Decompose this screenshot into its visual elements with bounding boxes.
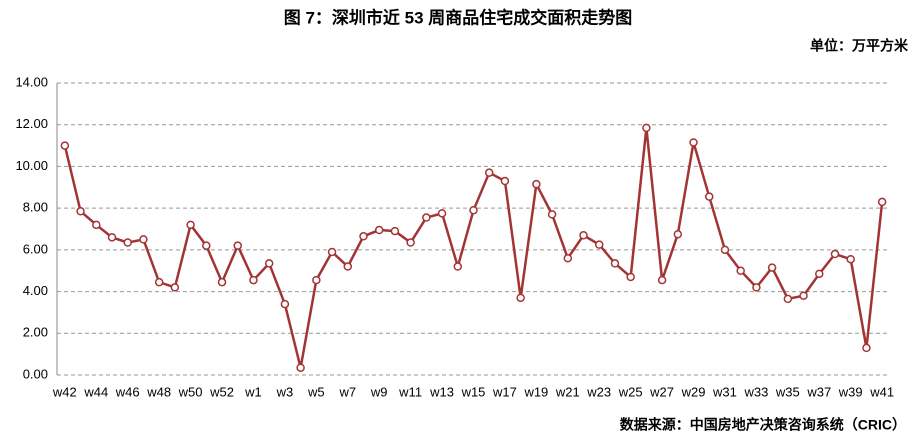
data-point: [720, 245, 730, 255]
data-point: [642, 123, 651, 133]
data-point: [705, 192, 714, 201]
chart-title: 图 7：深圳市近 53 周商品住宅成交面积走势图: [284, 7, 633, 27]
x-tick-label: w13: [429, 384, 454, 399]
data-point: [264, 259, 274, 268]
data-point: [186, 220, 195, 230]
data-point: [830, 249, 840, 259]
x-tick-label: w21: [555, 384, 580, 399]
data-point: [327, 247, 337, 257]
x-tick-label: w11: [398, 384, 422, 399]
data-point: [202, 241, 211, 250]
data-point: [92, 220, 101, 230]
x-tick-label: w35: [775, 384, 800, 399]
y-tick-label: 4.00: [23, 283, 48, 298]
y-tick-label: 0.00: [23, 366, 48, 381]
data-point: [469, 205, 478, 215]
data-point: [453, 262, 463, 271]
data-point: [862, 343, 871, 353]
x-tick-label: w25: [618, 384, 643, 399]
x-tick-label: w44: [83, 384, 108, 399]
x-tick-label: w9: [370, 384, 388, 399]
x-tick-label: w52: [209, 384, 234, 399]
y-tick-label: 14.00: [15, 74, 48, 89]
data-point: [249, 275, 258, 285]
data-point: [736, 266, 745, 275]
data-point: [752, 283, 761, 292]
data-point: [296, 363, 305, 372]
x-tick-label: w23: [586, 384, 611, 399]
x-tick-label: w31: [712, 384, 737, 399]
x-tick-label: w33: [743, 384, 768, 399]
y-tick-label: 8.00: [23, 200, 48, 215]
x-tick-label: w1: [244, 384, 262, 399]
data-point: [343, 262, 353, 271]
data-line: [63, 127, 884, 368]
x-tick-label: w48: [146, 384, 171, 399]
data-point: [233, 241, 242, 250]
x-tick-label: w19: [523, 384, 548, 399]
data-point: [437, 209, 447, 218]
y-tick-label: 12.00: [15, 116, 48, 131]
data-point: [60, 141, 70, 150]
x-tick-label: w5: [307, 384, 325, 399]
x-tick-label: w39: [838, 384, 863, 399]
data-point: [689, 138, 698, 147]
x-tick-label: w46: [115, 384, 140, 399]
data-point: [563, 253, 573, 263]
unit-label: 单位：万平方米: [810, 38, 909, 54]
data-point: [846, 254, 855, 264]
data-point: [500, 176, 510, 186]
data-point: [594, 240, 604, 249]
data-point: [579, 231, 588, 240]
x-tick-label: w41: [869, 384, 894, 399]
data-point: [123, 238, 132, 247]
data-point: [532, 179, 541, 189]
data-point: [312, 275, 321, 285]
data-point: [610, 259, 620, 268]
data-point: [767, 263, 777, 272]
x-tick-label: w50: [178, 384, 203, 399]
data-point: [170, 283, 180, 292]
x-tick-label: w27: [649, 384, 674, 399]
x-tick-label: w29: [681, 384, 706, 399]
data-point: [406, 238, 415, 247]
y-tick-label: 10.00: [15, 158, 48, 173]
data-point: [107, 233, 117, 242]
x-tick-label: w37: [806, 384, 831, 399]
data-point: [547, 210, 557, 219]
data-point: [76, 207, 85, 216]
data-point: [359, 232, 368, 241]
data-point: [516, 293, 525, 303]
data-point: [390, 226, 400, 236]
data-point: [657, 275, 667, 285]
data-point: [673, 229, 683, 239]
data-point: [783, 294, 793, 304]
data-point: [626, 272, 635, 282]
y-tick-label: 2.00: [23, 325, 48, 340]
x-tick-label: w7: [338, 384, 356, 399]
x-tick-label: w42: [52, 384, 77, 399]
data-point: [484, 168, 494, 177]
y-tick-label: 6.00: [23, 241, 48, 256]
x-tick-label: w15: [461, 384, 486, 399]
data-point: [799, 291, 808, 300]
data-point: [815, 269, 824, 279]
data-point: [154, 277, 164, 287]
x-tick-label: w17: [492, 384, 517, 399]
data-point: [877, 197, 887, 207]
data-point: [217, 277, 227, 287]
data-point: [422, 213, 431, 222]
data-point: [374, 225, 384, 235]
x-tick-label: w3: [276, 384, 294, 399]
data-point: [139, 235, 148, 244]
source-note: 数据来源：中国房地产决策咨询系统（CRIC）: [620, 417, 906, 433]
data-point: [280, 299, 290, 309]
